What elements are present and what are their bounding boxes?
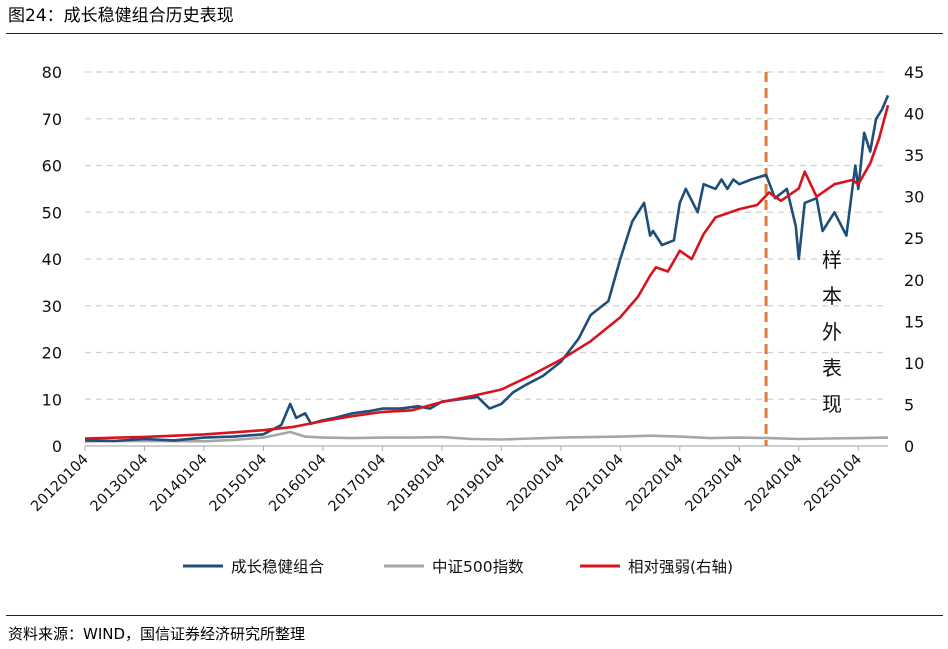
x-axis: 2012010420130104201401042015010420160104… (28, 446, 865, 515)
y-left-tick-label: 10 (42, 390, 62, 409)
y-right-tick-label: 20 (904, 271, 924, 290)
y-right-tick-label: 15 (904, 312, 924, 331)
gridlines (85, 71, 888, 400)
y-right-tick-label: 40 (904, 105, 924, 124)
x-tick-label: 20200104 (504, 452, 568, 516)
x-tick-label: 20230104 (683, 452, 747, 516)
x-tick-label: 20120104 (28, 452, 92, 516)
x-tick-label: 20220104 (623, 452, 687, 516)
x-tick-label: 20140104 (147, 452, 211, 516)
y-left-tick-label: 60 (42, 157, 62, 176)
annotation-char: 样 (822, 248, 842, 272)
x-tick-label: 20250104 (802, 452, 866, 516)
legend-label: 成长稳健组合 (231, 558, 325, 576)
source-divider (6, 615, 943, 616)
title-divider (6, 33, 943, 34)
source-note: 资料来源：WIND，国信证券经济研究所整理 (8, 625, 306, 643)
x-tick-label: 20190104 (445, 452, 509, 516)
series-line-csi500 (84, 430, 889, 443)
y-left-tick-label: 50 (42, 203, 62, 222)
x-tick-label: 20150104 (207, 452, 271, 516)
chart: 0 10 20 30 40 50 60 70 80 0 5 10 15 20 25 30 35 40 45 201… (28, 63, 924, 576)
y-right-tick-label: 0 (904, 437, 914, 456)
y-right-tick-label: 5 (904, 395, 914, 414)
y-right-tick-label: 30 (904, 188, 924, 207)
legend-label: 相对强弱(右轴) (628, 558, 733, 576)
figure-title: 图24：成长稳健组合历史表现 (8, 6, 234, 26)
x-tick-label: 20180104 (385, 452, 449, 516)
series-layer (84, 94, 890, 443)
y-left-tick-label: 20 (42, 344, 62, 363)
y-right-tick-label: 35 (904, 146, 924, 165)
x-tick-label: 20160104 (266, 452, 330, 516)
legend: 成长稳健组合 中证500指数 相对强弱(右轴) (183, 558, 733, 576)
annotation-char: 表 (822, 356, 842, 380)
legend-label: 中证500指数 (432, 558, 524, 576)
y-left-tick-label: 0 (52, 437, 62, 456)
y-axis-right: 0 5 10 15 20 25 30 35 40 45 (904, 63, 924, 456)
y-right-tick-label: 45 (904, 63, 924, 82)
x-tick-label: 20240104 (742, 452, 806, 516)
y-right-tick-label: 25 (904, 229, 924, 248)
annotation-char: 现 (822, 392, 842, 416)
y-right-tick-label: 10 (904, 354, 924, 373)
y-axis-left: 0 10 20 30 40 50 60 70 80 (42, 63, 62, 456)
annotation-char: 外 (822, 320, 842, 344)
y-left-tick-label: 70 (42, 110, 62, 129)
x-tick-label: 20210104 (564, 452, 628, 516)
y-left-tick-label: 30 (42, 297, 62, 316)
y-left-tick-label: 80 (42, 63, 62, 82)
series-line-relative-strength (84, 104, 890, 440)
x-tick-label: 20170104 (326, 452, 390, 516)
x-tick-label: 20130104 (88, 452, 152, 516)
y-left-tick-label: 40 (42, 250, 62, 269)
annotation-char: 本 (822, 284, 842, 308)
